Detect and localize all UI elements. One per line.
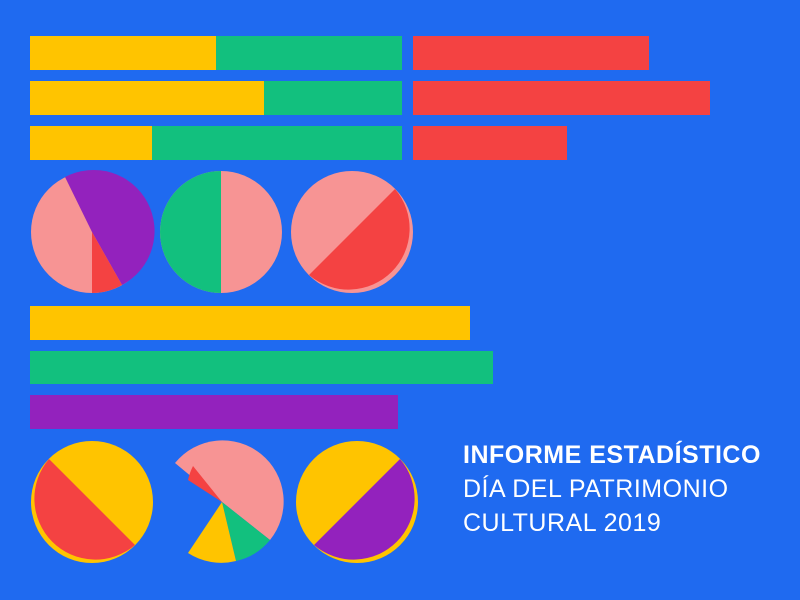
pie-bottom-1 (31, 441, 153, 563)
bar-row1-yellow (30, 36, 216, 70)
report-title: INFORME ESTADÍSTICO DÍA DEL PATRIMONIO C… (463, 438, 761, 540)
title-line-3: CULTURAL 2019 (463, 509, 662, 537)
pie-top-1 (31, 169, 155, 293)
bar-row1-green (216, 36, 402, 70)
bar-row1-red (413, 36, 649, 70)
pie-top-3 (291, 171, 413, 293)
bar-long-purple (30, 395, 398, 429)
bar-row2-red (413, 81, 710, 115)
bar-row3-yellow (30, 126, 152, 160)
title-line-2: DÍA DEL PATRIMONIO (463, 475, 729, 503)
bar-row3-red (413, 126, 567, 160)
bar-row3-green (152, 126, 402, 160)
pie-bottom-3 (296, 441, 418, 563)
pie-top-2 (160, 171, 282, 293)
title-line-1: INFORME ESTADÍSTICO (463, 441, 761, 469)
bar-long-yellow (30, 306, 470, 340)
bar-row2-yellow (30, 81, 264, 115)
pie-bottom-2 (175, 440, 284, 563)
bar-long-green (30, 351, 493, 384)
bar-row2-green (264, 81, 402, 115)
